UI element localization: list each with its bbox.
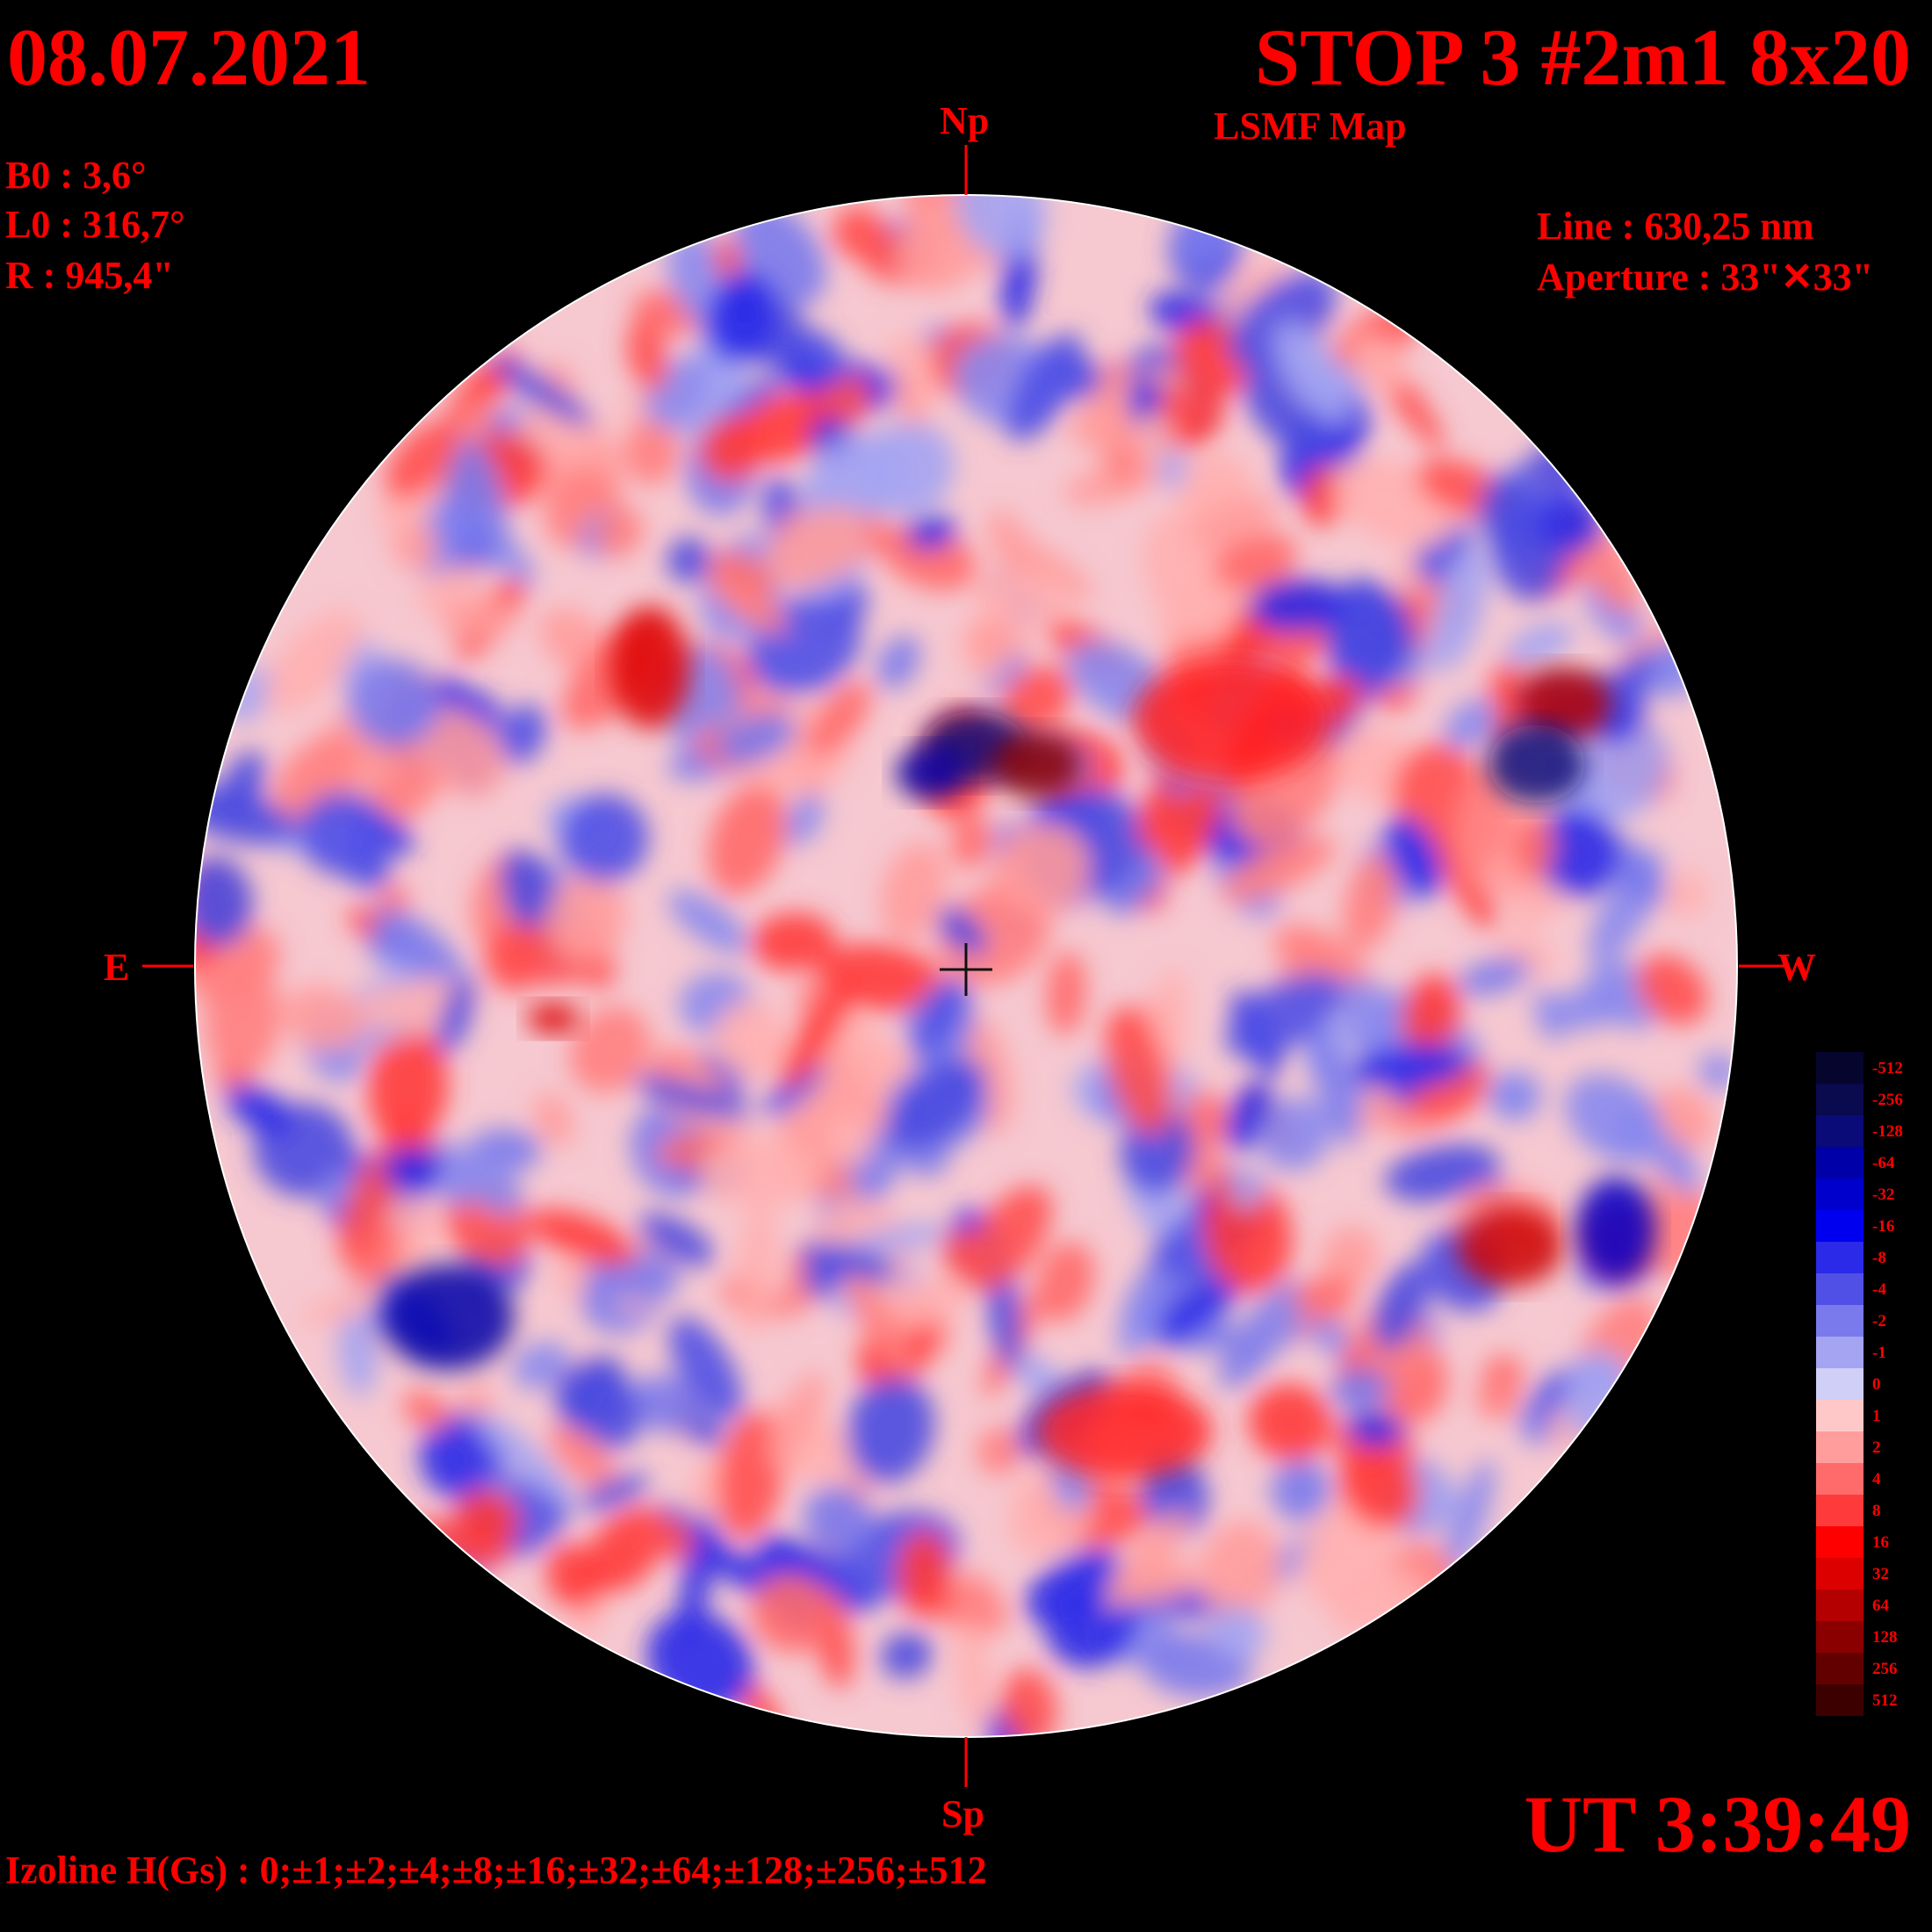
legend-label: -128 xyxy=(1872,1122,1903,1141)
legend-swatch xyxy=(1816,1558,1864,1590)
legend-label: -16 xyxy=(1872,1217,1895,1236)
legend-swatch xyxy=(1816,1463,1864,1495)
axis-ticks xyxy=(142,145,1788,1787)
legend-swatch xyxy=(1816,1495,1864,1526)
west-label: W xyxy=(1777,946,1816,989)
legend-swatch xyxy=(1816,1368,1864,1400)
legend-label: 64 xyxy=(1872,1597,1889,1615)
legend-swatch xyxy=(1816,1052,1864,1084)
legend-swatch xyxy=(1816,1115,1864,1147)
legend-swatch xyxy=(1816,1621,1864,1653)
map-type: LSMF Map xyxy=(1214,105,1407,148)
legend-swatch xyxy=(1816,1337,1864,1368)
legend-label: 0 xyxy=(1872,1375,1881,1394)
ut-time: UT 3:39:49 xyxy=(1524,1779,1911,1869)
legend-label: 1 xyxy=(1872,1407,1881,1425)
north-pole-label: Np xyxy=(940,99,990,142)
legend-swatch xyxy=(1816,1590,1864,1621)
legend-label: 16 xyxy=(1872,1533,1889,1552)
param-b0: B0 : 3,6° xyxy=(5,154,147,197)
south-pole-label: Sp xyxy=(941,1792,984,1835)
station-title: STOP 3 #2m1 8x20 xyxy=(1254,12,1911,102)
legend-swatch xyxy=(1816,1526,1864,1558)
legend-label: -64 xyxy=(1872,1154,1895,1172)
legend-label: -512 xyxy=(1872,1059,1903,1078)
izoline-levels: Izoline H(Gs) : 0;±1;±2;±4;±8;±16;±32;±6… xyxy=(5,1849,987,1892)
color-legend: -512 -256 -128 -64 -32 -16 -8 -4 -2 -1 0 1 2 4 8 16 32 64… xyxy=(1816,1052,1903,1716)
legend-swatch xyxy=(1816,1305,1864,1337)
legend-label: -8 xyxy=(1872,1249,1886,1267)
legend-label: -4 xyxy=(1872,1280,1886,1299)
legend-swatch xyxy=(1816,1210,1864,1242)
legend-label: 32 xyxy=(1872,1565,1889,1583)
observation-date: 08.07.2021 xyxy=(7,12,371,102)
spectral-line: Line : 630,25 nm xyxy=(1537,205,1814,248)
legend-label: 128 xyxy=(1872,1628,1898,1647)
legend-label: 2 xyxy=(1872,1438,1881,1457)
legend-label: 512 xyxy=(1872,1691,1898,1710)
param-l0: L0 : 316,7° xyxy=(5,203,185,246)
legend-label: 8 xyxy=(1872,1502,1881,1520)
legend-label: -256 xyxy=(1872,1091,1903,1109)
legend-swatch xyxy=(1816,1179,1864,1210)
legend-swatch xyxy=(1816,1653,1864,1684)
param-radius: R : 945,4" xyxy=(5,254,174,297)
legend-label: -1 xyxy=(1872,1344,1886,1362)
legend-swatch xyxy=(1816,1400,1864,1431)
legend-swatch xyxy=(1816,1273,1864,1305)
legend-swatch xyxy=(1816,1431,1864,1463)
legend-swatch xyxy=(1816,1147,1864,1179)
legend-swatch xyxy=(1816,1242,1864,1273)
aperture: Aperture : 33"✕33" xyxy=(1537,256,1874,299)
legend-label: -2 xyxy=(1872,1312,1886,1330)
legend-label: -32 xyxy=(1872,1186,1895,1204)
legend-label: 256 xyxy=(1872,1660,1898,1678)
legend-swatch xyxy=(1816,1084,1864,1115)
east-label: E xyxy=(104,946,130,989)
legend-swatch xyxy=(1816,1684,1864,1716)
center-crosshair xyxy=(940,943,992,996)
legend-label: 4 xyxy=(1872,1470,1881,1489)
